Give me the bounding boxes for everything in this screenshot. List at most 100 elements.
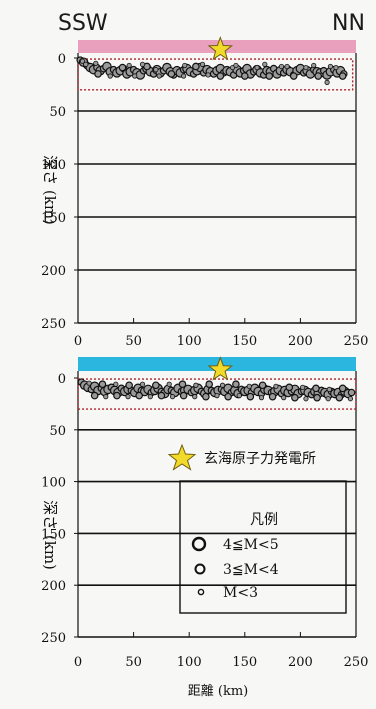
bottom-earthquake-point (281, 395, 287, 401)
top-y-tick-label: 50 (49, 105, 66, 120)
top-x-tick-label: 150 (232, 334, 257, 349)
top-earthquake-point (205, 72, 211, 78)
top-earthquake-point (241, 72, 249, 80)
top-earthquake-point (118, 63, 127, 72)
bottom-y-axis-label: 深さ (km) (41, 500, 59, 570)
top-earthquake-point (93, 60, 99, 66)
power-plant-legend-star-icon (167, 443, 197, 471)
top-x-tick-label: 50 (125, 334, 142, 349)
bottom-earthquake-point (285, 383, 294, 392)
bottom-earthquake-point (335, 393, 344, 402)
bottom-earthquake-point (338, 384, 347, 393)
bottom-earthquake-point (268, 392, 277, 401)
top-earthquake-point (107, 73, 113, 79)
bottom-earthquake-point (326, 386, 332, 392)
bottom-earthquake-point (178, 380, 187, 389)
top-y-tick-label: 0 (58, 52, 66, 67)
bottom-earthquake-point (113, 381, 119, 387)
top-earthquake-point (289, 72, 298, 80)
bottom-earthquake-point (224, 392, 232, 401)
bottom-y-tick-label: 100 (41, 476, 66, 491)
top-earthquake-point (181, 73, 187, 79)
top-earthquake-point (199, 61, 206, 67)
bottom-y-tick-label: 50 (49, 424, 66, 439)
bottom-y-tick-label: 150 (41, 527, 66, 542)
top-panel: 0 50 100 150 200 250 0 50 100 150 200 250 (41, 36, 369, 349)
legend-item-medium: 3≦M<4 (223, 562, 279, 578)
legend-symbol-small (197, 588, 205, 596)
top-earthquake-point (278, 63, 285, 70)
legend-symbol-medium (194, 563, 206, 575)
bottom-earthquake-point (300, 384, 306, 390)
top-earthquake-point (314, 72, 322, 80)
bottom-earthquake-point (125, 394, 131, 400)
bottom-x-tick-label: 100 (177, 655, 202, 670)
top-x-tick-label: 200 (288, 334, 313, 349)
bottom-earthquake-point (179, 391, 188, 400)
top-earthquake-point (126, 62, 132, 69)
bottom-y-tick-label: 0 (58, 372, 66, 387)
bottom-earthquake-point (98, 380, 107, 389)
power-plant-legend-label: 玄海原子力発電所 (204, 450, 316, 467)
plot-layer: 0 50 100 150 200 250 0 50 100 150 200 250 0 50 100 150 2… (41, 36, 369, 670)
top-x-tick-label: 0 (74, 334, 82, 349)
bottom-earthquake-point (169, 394, 176, 400)
bottom-earthquake-point (113, 391, 121, 400)
bottom-earthquake-point (193, 382, 199, 388)
top-earthquake-point (83, 61, 89, 67)
top-earthquake-point (262, 61, 268, 67)
top-earthquake-point (156, 73, 162, 79)
top-earthquake-point (94, 70, 102, 78)
bottom-earthquake-point (258, 381, 267, 390)
bottom-earthquake-point (219, 382, 226, 388)
legend-item-small: M<3 (223, 585, 258, 601)
bottom-earthquake-point (139, 381, 146, 387)
top-earthquake-point (79, 58, 86, 64)
top-earthquake-point (254, 64, 260, 71)
bottom-power-plant-star-icon (207, 356, 234, 381)
top-earthquake-point (327, 63, 334, 70)
bottom-earthquake-point (86, 380, 92, 386)
bottom-y-tick-label: 250 (41, 631, 66, 646)
top-power-plant-star-icon (207, 36, 234, 61)
legend: 凡例 4≦M<5 3≦M<4 M<3 (179, 480, 347, 614)
x-axis-label: 距離 (km) (188, 684, 248, 699)
bottom-earthquake-point (202, 392, 210, 401)
top-earthquake-point (324, 79, 330, 85)
top-earthquake-point (284, 63, 290, 70)
bottom-earthquake-point (313, 393, 321, 402)
bottom-panel: 0 50 100 150 200 250 0 50 100 150 200 250 (41, 356, 369, 670)
bottom-earthquake-point (236, 393, 242, 399)
top-x-tick-label: 250 (344, 334, 369, 349)
legend-symbol-large (191, 536, 207, 552)
top-earthquake-point (233, 62, 239, 69)
top-earthquake-point (132, 73, 138, 79)
direction-left-label: SSW (58, 11, 108, 36)
bottom-earthquake-point (214, 393, 220, 399)
bottom-earthquake-point (347, 396, 354, 402)
direction-right-label: NN (332, 11, 365, 36)
top-y-tick-label: 250 (41, 317, 66, 332)
top-y-tick-label: 150 (41, 211, 66, 226)
top-earthquake-point (333, 64, 339, 71)
bottom-earthquake-point (157, 391, 166, 400)
bottom-earthquake-point (325, 396, 331, 402)
bottom-x-tick-label: 200 (288, 655, 313, 670)
bottom-earthquake-point (303, 396, 309, 402)
bottom-earthquake-point (291, 393, 299, 402)
bottom-earthquake-point (90, 391, 99, 400)
top-earthquake-point (216, 72, 225, 80)
bottom-surface-band (78, 357, 356, 371)
top-focus-region-box (77, 58, 354, 91)
top-earthquake-point (311, 62, 317, 69)
top-earthquake-point (303, 64, 309, 71)
bottom-x-tick-label: 50 (125, 655, 142, 670)
bottom-x-tick-label: 0 (74, 655, 82, 670)
bottom-x-tick-label: 250 (344, 655, 369, 670)
bottom-earthquake-point (246, 383, 252, 389)
legend-item-large: 4≦M<5 (223, 537, 279, 553)
top-y-tick-label: 100 (41, 158, 66, 173)
bottom-earthquake-point (152, 381, 160, 390)
bottom-earthquake-point (166, 381, 172, 387)
bottom-earthquake-point (232, 380, 240, 389)
